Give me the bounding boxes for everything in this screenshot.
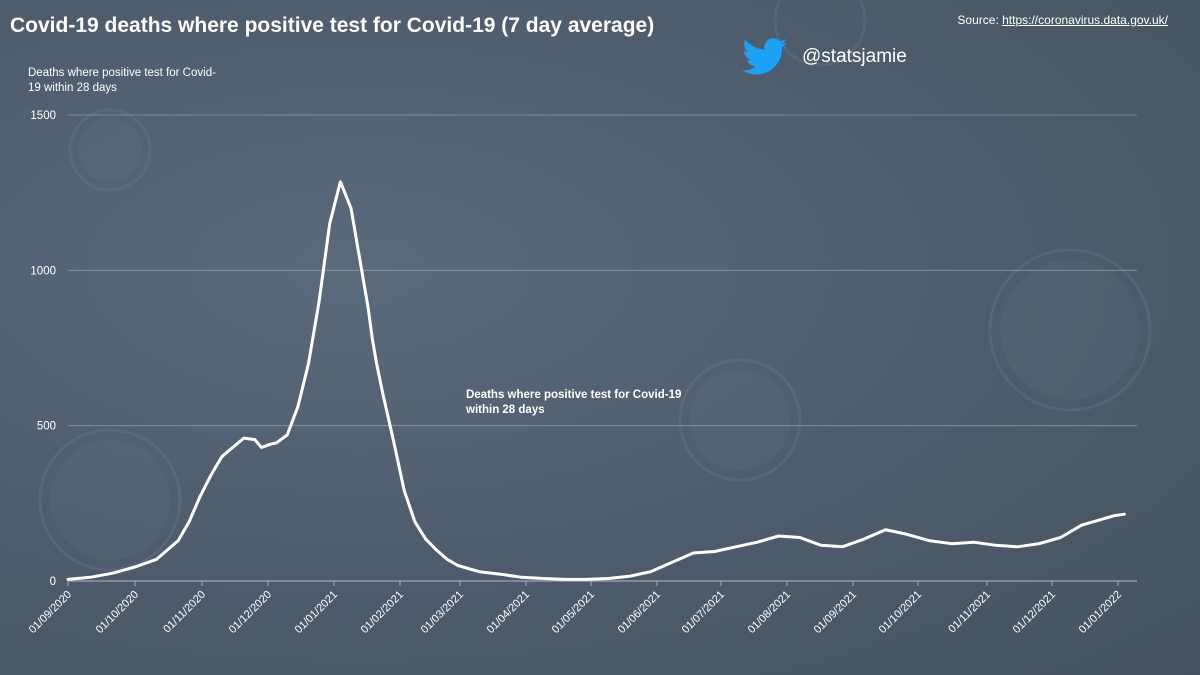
twitter-handle: @statsjamie (742, 38, 907, 76)
x-tick-label: 01/10/2021 (877, 589, 924, 636)
x-tick-label: 01/04/2021 (485, 589, 532, 636)
y-tick-label: 1000 (30, 265, 56, 277)
x-tick-label: 01/08/2021 (746, 589, 793, 636)
x-tick-label: 01/06/2021 (616, 589, 663, 636)
x-tick-label: 01/02/2021 (359, 589, 406, 636)
y-tick-label: 1500 (30, 110, 56, 122)
source-link[interactable]: https://coronavirus.data.gov.uk/ (1002, 13, 1168, 27)
x-tick-label: 01/09/2020 (27, 589, 74, 636)
y-tick-label: 500 (37, 421, 56, 433)
handle-text: @statsjamie (802, 46, 907, 67)
x-tick-label: 01/01/2021 (293, 589, 340, 636)
y-axis-label: Deaths where positive test for Covid-19 … (28, 67, 216, 94)
series-label: Deaths where positive test for Covid-19 … (466, 389, 682, 416)
x-tick-label: 01/09/2021 (812, 589, 859, 636)
x-tick-label: 01/03/2021 (419, 589, 466, 636)
chart-title: Covid-19 deaths where positive test for … (10, 14, 655, 37)
x-tick-label: 01/07/2021 (680, 589, 727, 636)
series-line-0 (66, 180, 1126, 581)
source-attribution: Source: https://coronavirus.data.gov.uk/ (957, 13, 1168, 27)
x-tick-label: 01/11/2021 (946, 589, 993, 636)
x-tick-label: 01/12/2020 (227, 589, 274, 636)
x-tick-label: 01/12/2021 (1011, 589, 1058, 636)
y-tick-label: 0 (50, 576, 56, 588)
twitter-bird-icon (742, 38, 788, 75)
source-prefix: Source: (957, 13, 1003, 27)
x-tick-label: 01/01/2022 (1077, 589, 1124, 636)
x-tick-label: 01/11/2020 (161, 589, 208, 636)
x-tick-label: 01/10/2020 (94, 589, 141, 636)
x-tick-label: 01/05/2021 (550, 589, 597, 636)
